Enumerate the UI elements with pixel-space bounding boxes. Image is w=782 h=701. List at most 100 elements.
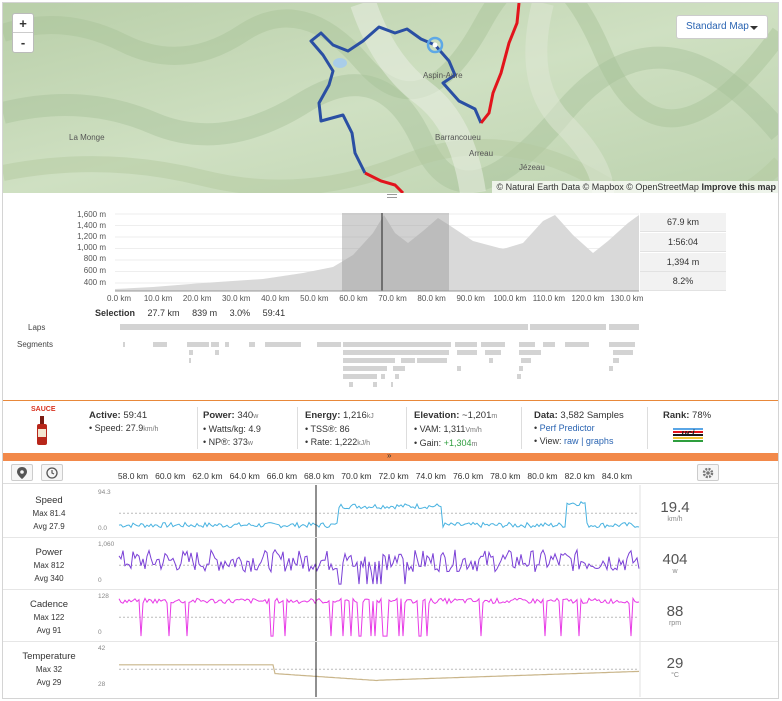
segment-bar[interactable] bbox=[123, 342, 125, 347]
stream-current-value: 19.4 km/h bbox=[640, 499, 710, 523]
segment-bar[interactable] bbox=[189, 358, 191, 363]
segment-bar[interactable] bbox=[391, 382, 393, 387]
lap-bar[interactable] bbox=[530, 324, 606, 330]
segment-bar[interactable] bbox=[153, 342, 167, 347]
segment-bar[interactable] bbox=[519, 342, 535, 347]
power-column: Power: 340w • Watts/kg: 4.9 • NP®: 373w bbox=[203, 410, 261, 447]
elevation-profile[interactable] bbox=[3, 203, 779, 393]
map-terrain bbox=[3, 3, 778, 193]
segment-bar[interactable] bbox=[401, 358, 415, 363]
wkg-value: 4.9 bbox=[248, 424, 261, 434]
segment-bar[interactable] bbox=[455, 342, 477, 347]
zoom-control: + - bbox=[12, 13, 34, 53]
map-style-select[interactable]: Standard Map bbox=[676, 15, 768, 39]
segment-bar[interactable] bbox=[395, 374, 399, 379]
segment-bar[interactable] bbox=[519, 350, 541, 355]
activity-summary: SAUCE Active: 59:41 • Speed: 27.9km/h Po… bbox=[3, 400, 778, 454]
collapse-bar[interactable]: » bbox=[3, 451, 778, 461]
sauce-bottle-icon bbox=[37, 416, 47, 445]
zoom-in-button[interactable]: + bbox=[13, 14, 33, 33]
improve-map-link[interactable]: Improve this map bbox=[701, 182, 776, 192]
energy-unit: kJ bbox=[366, 413, 374, 420]
zoom-out-button[interactable]: - bbox=[20, 35, 26, 50]
segment-bar[interactable] bbox=[565, 342, 589, 347]
streams-chart[interactable] bbox=[3, 485, 779, 699]
segment-bar[interactable] bbox=[211, 342, 219, 347]
segment-bar[interactable] bbox=[543, 342, 555, 347]
map-resize-handle[interactable] bbox=[387, 194, 397, 198]
segment-bar[interactable] bbox=[249, 342, 255, 347]
tss-label: TSS®: bbox=[310, 424, 338, 434]
segment-bar[interactable] bbox=[519, 366, 523, 371]
graphs-link[interactable]: graphs bbox=[585, 436, 614, 446]
stream-x-tick: 62.0 km bbox=[192, 471, 223, 481]
selection-range[interactable] bbox=[342, 213, 449, 291]
segment-bar[interactable] bbox=[343, 350, 449, 355]
stream-ymin: 0.0 bbox=[98, 525, 108, 532]
segment-bar[interactable] bbox=[215, 350, 219, 355]
segment-bar[interactable] bbox=[373, 382, 377, 387]
segment-bar[interactable] bbox=[343, 358, 395, 363]
speed-value: 27.9 bbox=[125, 423, 144, 433]
route-map[interactable]: La Monge Aspin-Aure Barrancoueu Arreau J… bbox=[3, 3, 778, 193]
segment-bar[interactable] bbox=[609, 366, 613, 371]
segments-track[interactable] bbox=[123, 342, 635, 387]
segment-bar[interactable] bbox=[381, 374, 385, 379]
stat-climb: 1,394 m bbox=[640, 253, 726, 272]
segment-bar[interactable] bbox=[317, 342, 341, 347]
segment-bar[interactable] bbox=[517, 374, 521, 379]
settings-button[interactable] bbox=[697, 464, 719, 481]
segment-bar[interactable] bbox=[343, 366, 387, 371]
stream-x-tick: 82.0 km bbox=[564, 471, 595, 481]
vam-label: VAM: bbox=[419, 424, 441, 434]
segment-bar[interactable] bbox=[489, 358, 493, 363]
segment-bar[interactable] bbox=[187, 342, 209, 347]
segment-bar[interactable] bbox=[343, 342, 451, 347]
stream-x-tick: 64.0 km bbox=[229, 471, 260, 481]
rank-column: Rank: 78% bbox=[663, 409, 711, 422]
segment-bar[interactable] bbox=[393, 366, 405, 371]
perf-predictor-link[interactable]: Perf Predictor bbox=[539, 423, 595, 433]
gear-icon bbox=[702, 467, 714, 479]
segment-bar[interactable] bbox=[481, 342, 505, 347]
segment-bar[interactable] bbox=[485, 350, 501, 355]
lap-bar[interactable] bbox=[609, 324, 639, 330]
map-attribution: © Natural Earth Data © Mapbox © OpenStre… bbox=[492, 181, 778, 193]
stream-line-temperature bbox=[119, 664, 640, 682]
segment-bar[interactable] bbox=[613, 358, 619, 363]
segment-bar[interactable] bbox=[613, 350, 633, 355]
elevation-column: Elevation: ~1,201m • VAM: 1,311Vm/h • Ga… bbox=[414, 410, 498, 448]
segment-bar[interactable] bbox=[189, 350, 193, 355]
segment-bar[interactable] bbox=[343, 374, 377, 379]
segment-bar[interactable] bbox=[457, 350, 477, 355]
segment-bar[interactable] bbox=[609, 342, 635, 347]
lap-bar[interactable] bbox=[120, 324, 528, 330]
time-axis-button[interactable] bbox=[41, 464, 63, 481]
elev-x-tick: 110.0 km bbox=[532, 294, 565, 303]
stream-label-power: Power Max 812 Avg 340 bbox=[3, 546, 95, 585]
stream-x-tick: 84.0 km bbox=[601, 471, 633, 481]
stream-current-value: 29 °C bbox=[640, 655, 710, 679]
elev-x-tick: 10.0 km bbox=[143, 294, 173, 303]
segment-bar[interactable] bbox=[225, 342, 229, 347]
stream-ymax: 42 bbox=[98, 645, 106, 652]
map-pin-button[interactable] bbox=[11, 464, 33, 481]
uci-badge-icon[interactable]: uci bbox=[671, 423, 705, 447]
link-separator: | bbox=[581, 436, 584, 446]
stream-avg: Avg 29 bbox=[36, 678, 62, 687]
segment-bar[interactable] bbox=[417, 358, 447, 363]
data-column: Data: 3,582 Samples • Perf Predictor • V… bbox=[534, 410, 624, 446]
stream-unit: w bbox=[672, 568, 678, 575]
segment-bar[interactable] bbox=[521, 358, 531, 363]
np-unit: w bbox=[247, 440, 253, 447]
raw-link[interactable]: raw bbox=[564, 436, 579, 446]
elev-x-tick: 130.0 km bbox=[610, 294, 644, 303]
segment-bar[interactable] bbox=[349, 382, 353, 387]
map-style-label: Standard Map bbox=[686, 21, 749, 32]
place-label: Arreau bbox=[469, 149, 494, 158]
elevation-value: ~1,201 bbox=[462, 410, 492, 421]
segment-bar[interactable] bbox=[457, 366, 461, 371]
segment-bar[interactable] bbox=[265, 342, 301, 347]
stream-line-power bbox=[118, 548, 640, 585]
